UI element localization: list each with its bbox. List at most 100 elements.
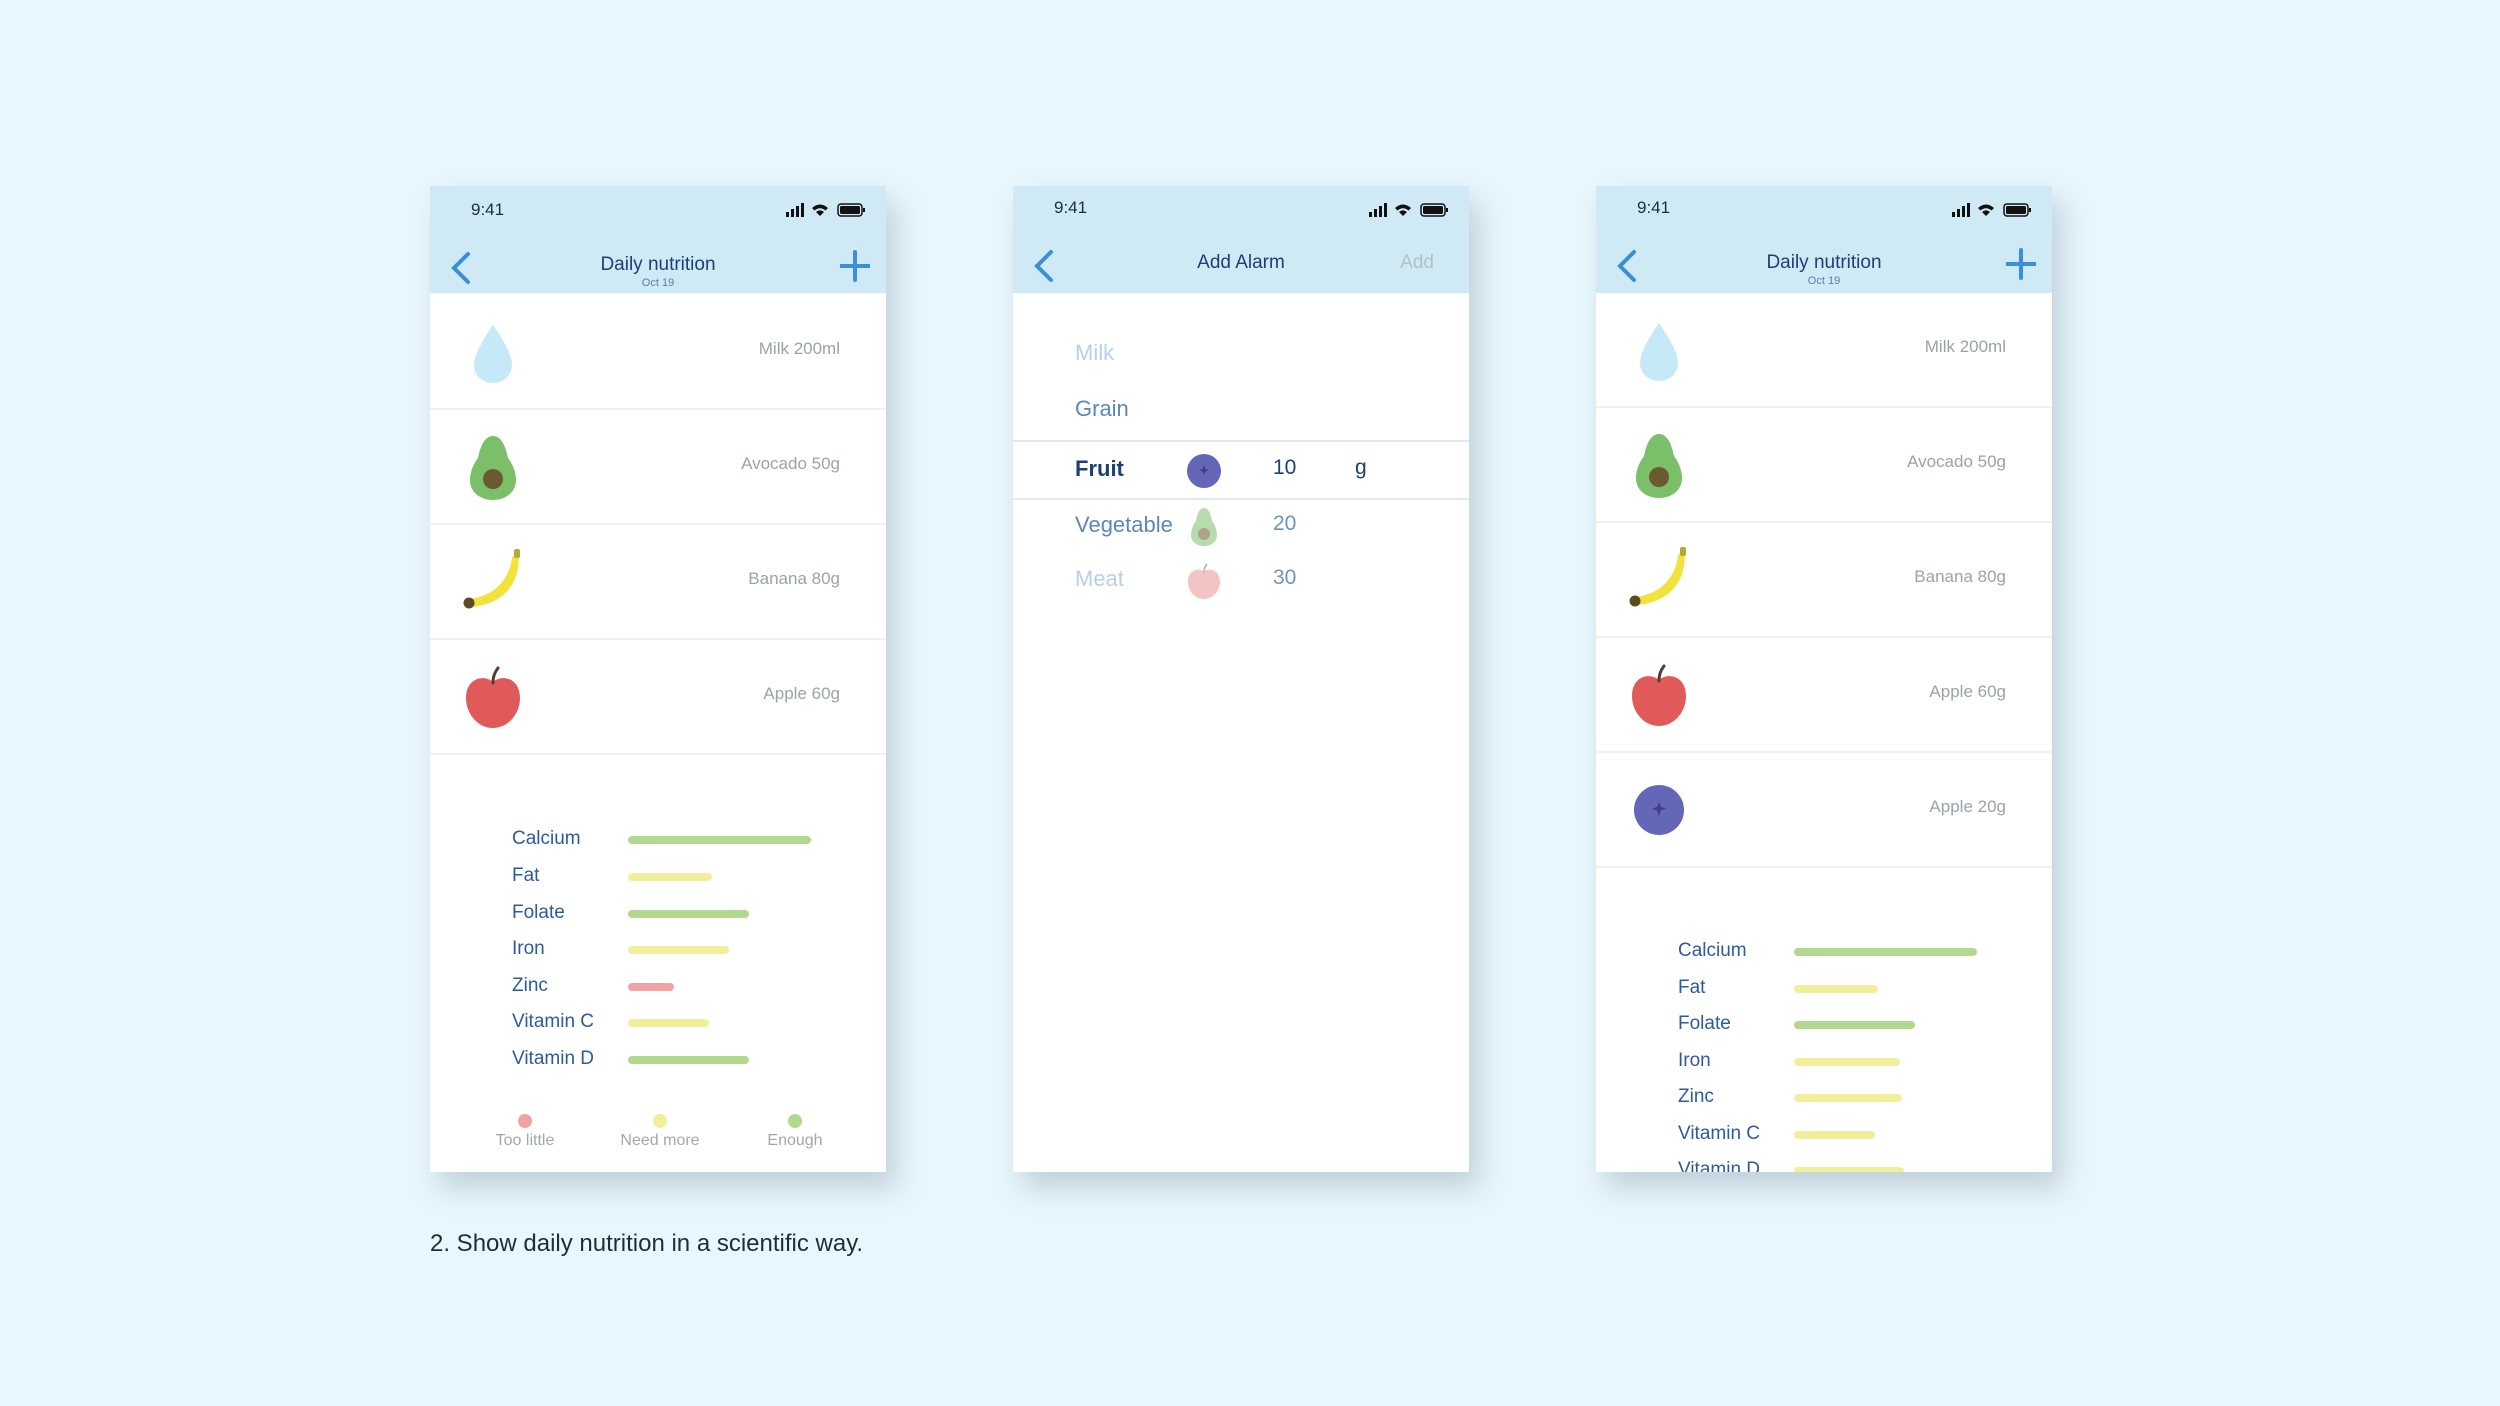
legend-label: Need more bbox=[620, 1132, 700, 1149]
amount-value[interactable]: 20 bbox=[1273, 512, 1297, 535]
nutrient-name: Zinc bbox=[512, 975, 548, 996]
legend-label: Too little bbox=[495, 1132, 555, 1149]
nutrient-row: Calcium bbox=[512, 828, 852, 856]
back-chevron-icon[interactable] bbox=[1614, 248, 1640, 284]
category-label: Meat bbox=[1075, 566, 1124, 591]
category-option-milk[interactable]: Milk bbox=[1013, 328, 1469, 382]
food-label: Apple 60g bbox=[1929, 682, 2006, 701]
nutrient-level-bar bbox=[628, 873, 712, 881]
add-plus-icon[interactable] bbox=[840, 250, 870, 282]
legend-item-need-more: Need more bbox=[605, 1114, 715, 1150]
food-row-banana[interactable]: Banana 80g bbox=[1596, 521, 2052, 638]
nutrient-row: Fat bbox=[1678, 977, 2018, 1005]
milk-drop-icon bbox=[474, 325, 512, 383]
nutrient-level-bar bbox=[1794, 1094, 1902, 1102]
caption: 2. Show daily nutrition in a scientific … bbox=[430, 1230, 864, 1257]
apple-icon bbox=[1188, 563, 1220, 599]
nutrient-name: Calcium bbox=[1678, 940, 1747, 961]
amount-unit: g bbox=[1355, 456, 1367, 479]
status-icons bbox=[1369, 203, 1448, 217]
category-option-grain[interactable]: Grain bbox=[1013, 384, 1469, 438]
banana-icon bbox=[463, 549, 520, 609]
avocado-icon bbox=[1191, 508, 1217, 546]
nutrient-name: Folate bbox=[512, 902, 565, 923]
status-time: 9:41 bbox=[1054, 198, 1088, 217]
add-plus-icon[interactable] bbox=[2006, 248, 2036, 280]
food-label: Milk 200ml bbox=[1924, 337, 2006, 356]
nutrient-name: Iron bbox=[1678, 1050, 1711, 1071]
status-time: 9:41 bbox=[1637, 198, 1671, 217]
food-row-avocado[interactable]: Avocado 50g bbox=[1596, 406, 2052, 523]
nutrient-name: Folate bbox=[1678, 1013, 1731, 1034]
page-title: Daily nutrition bbox=[600, 254, 716, 275]
amount-value[interactable]: 30 bbox=[1273, 566, 1297, 589]
category-label: Vegetable bbox=[1075, 512, 1173, 537]
status-icons bbox=[786, 203, 865, 217]
milk-drop-icon bbox=[1640, 323, 1678, 381]
category-option-fruit-selected[interactable]: Fruit 10 g bbox=[1013, 440, 1469, 500]
nutrient-level-bar bbox=[1794, 1058, 1900, 1066]
food-row-milk[interactable]: Milk 200ml bbox=[430, 293, 886, 410]
apple-icon bbox=[466, 666, 520, 728]
food-row-milk[interactable]: Milk 200ml bbox=[1596, 291, 2052, 408]
back-chevron-icon[interactable] bbox=[1031, 248, 1057, 284]
food-label: Banana 80g bbox=[1914, 567, 2006, 586]
nutrient-row: Folate bbox=[512, 902, 852, 930]
food-row-blueberry[interactable]: Apple 20g bbox=[1596, 751, 2052, 868]
nutrient-row: Zinc bbox=[1678, 1086, 2018, 1114]
food-row-avocado[interactable]: Avocado 50g bbox=[430, 408, 886, 525]
nutrient-name: Vitamin C bbox=[1678, 1123, 1761, 1144]
food-row-banana[interactable]: Banana 80g bbox=[430, 523, 886, 640]
legend-item-enough: Enough bbox=[740, 1114, 850, 1150]
food-label: Apple 20g bbox=[1929, 797, 2006, 816]
nutrient-level-bar bbox=[628, 946, 729, 954]
category-option-vegetable[interactable]: Vegetable 20 bbox=[1013, 500, 1469, 554]
nutrient-row: Iron bbox=[512, 938, 852, 966]
food-label: Avocado 50g bbox=[1907, 452, 2006, 471]
nutrient-row: Vitamin D bbox=[512, 1048, 852, 1076]
legend-label: Enough bbox=[767, 1132, 823, 1149]
nutrient-level-bar bbox=[1794, 1021, 1915, 1029]
food-label: Avocado 50g bbox=[741, 454, 840, 473]
nutrient-name: Iron bbox=[512, 938, 545, 959]
nav-header: 9:41 Daily nutrition Oct 19 bbox=[430, 186, 886, 293]
nutrient-level-bar bbox=[628, 1056, 749, 1064]
nutrient-row: Iron bbox=[1678, 1050, 2018, 1078]
add-button[interactable]: Add bbox=[1400, 252, 1434, 273]
nutrient-name: Vitamin D bbox=[1678, 1159, 1761, 1172]
category-option-meat[interactable]: Meat 30 bbox=[1013, 554, 1469, 608]
nutrient-row: Fat bbox=[512, 865, 852, 893]
nutrient-level-bar bbox=[1794, 1167, 1904, 1172]
nutrient-level-bar bbox=[628, 1019, 709, 1027]
food-label: Milk 200ml bbox=[758, 339, 840, 358]
nutrient-name: Vitamin C bbox=[512, 1011, 595, 1032]
nutrient-row: Folate bbox=[1678, 1013, 2018, 1041]
page-date: Oct 19 bbox=[641, 277, 675, 289]
nutrient-level-bar bbox=[1794, 948, 1977, 956]
category-label: Grain bbox=[1075, 396, 1129, 421]
amount-value[interactable]: 10 bbox=[1273, 456, 1297, 479]
page-date: Oct 19 bbox=[1807, 275, 1841, 287]
phone-screen-add-alarm: 9:41 Add Alarm Add Milk Grain Fruit 10 g… bbox=[1013, 186, 1469, 1172]
nutrient-row: Vitamin D bbox=[1678, 1159, 2018, 1172]
phone-screen-daily-nutrition: 9:41 Daily nutrition Oct 19 Milk 200ml A… bbox=[430, 186, 886, 1172]
page-title: Add Alarm bbox=[1197, 252, 1285, 273]
food-row-apple[interactable]: Apple 60g bbox=[430, 638, 886, 755]
avocado-icon bbox=[470, 436, 516, 500]
phone-screen-daily-nutrition-updated: 9:41 Daily nutrition Oct 19 Milk 200ml A… bbox=[1596, 186, 2052, 1172]
legend-dot bbox=[653, 1114, 667, 1128]
back-chevron-icon[interactable] bbox=[448, 250, 474, 286]
avocado-icon bbox=[1636, 434, 1682, 498]
nutrient-level-bar bbox=[628, 910, 749, 918]
food-label: Apple 60g bbox=[763, 684, 840, 703]
nutrient-level-bar bbox=[628, 983, 674, 991]
banana-icon bbox=[1629, 547, 1686, 607]
status-icons bbox=[1952, 203, 2031, 217]
nav-header: 9:41 Add Alarm Add bbox=[1013, 186, 1469, 293]
legend-dot bbox=[788, 1114, 802, 1128]
nutrient-name: Fat bbox=[512, 865, 540, 886]
nutrient-level-bar bbox=[1794, 1131, 1875, 1139]
food-row-apple[interactable]: Apple 60g bbox=[1596, 636, 2052, 753]
nutrient-row: Vitamin C bbox=[1678, 1123, 2018, 1151]
nutrient-level-bar bbox=[1794, 985, 1878, 993]
